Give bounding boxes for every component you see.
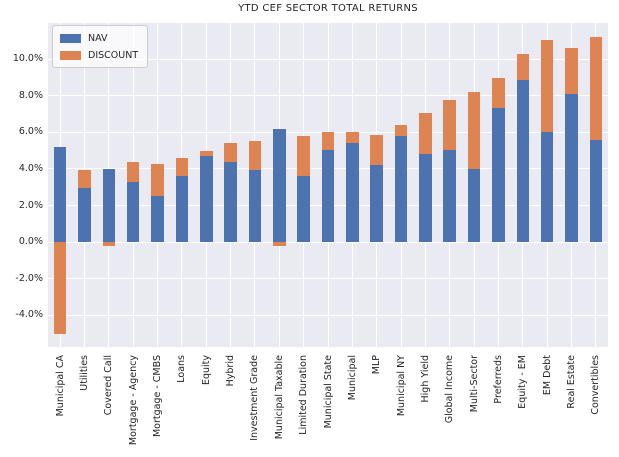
bar-segment-nav — [589, 139, 603, 243]
x-tick-label: Equity — [200, 355, 212, 386]
bar-segment-nav — [102, 168, 116, 243]
bar-segment-discount — [370, 135, 383, 166]
x-tick-label: Loans — [176, 355, 188, 383]
bar-segment-discount — [419, 113, 432, 155]
bar-segment-nav — [346, 143, 359, 243]
x-tick-label: Municipal State — [322, 355, 334, 429]
bar-segment-nav — [273, 128, 286, 243]
legend-item-nav: NAV — [60, 31, 138, 45]
bar-segment-discount — [126, 161, 140, 182]
bar-segment-nav — [126, 181, 140, 243]
bar-segment-discount — [540, 39, 554, 133]
bar-segment-discount — [53, 242, 67, 334]
bar-segment-discount — [224, 143, 237, 162]
bar-segment-discount — [346, 132, 359, 144]
discount-swatch-icon — [60, 50, 81, 60]
y-tick-label: 4.0% — [18, 162, 43, 174]
bar-segment-nav — [467, 168, 481, 243]
bar-segment-discount — [321, 132, 335, 150]
bar-segment-discount — [297, 135, 310, 177]
y-tick-label: -4.0% — [15, 309, 43, 321]
x-tick-label: Global Income — [444, 355, 456, 424]
bar-segment-nav — [540, 132, 554, 243]
bar-segment-nav — [297, 176, 310, 243]
bar-segment-discount — [394, 124, 408, 136]
bar-segment-nav — [516, 80, 530, 243]
bar-segment-discount — [516, 54, 530, 81]
bar-segment-discount — [589, 37, 603, 140]
bar-segment-nav — [394, 135, 408, 243]
bar-segment-nav — [200, 156, 213, 243]
bar-segment-discount — [151, 164, 164, 197]
bar-segment-nav — [175, 176, 189, 243]
bar-segment-discount — [273, 242, 286, 246]
x-tick-label: Mortgage - CMBS — [152, 355, 164, 438]
y-tick-label: 10.0% — [12, 53, 43, 64]
x-tick-label: Covered Call — [103, 355, 115, 416]
y-tick-label: 6.0% — [18, 126, 43, 138]
x-tick-label: Convertibles — [590, 355, 602, 415]
bar-segment-discount — [200, 150, 213, 157]
bar-segment-discount — [467, 91, 481, 169]
bar-segment-nav — [224, 161, 237, 243]
bar-segment-discount — [248, 141, 262, 170]
legend-item-discount: DISCOUNT — [60, 48, 138, 62]
x-tick-label: MLP — [371, 355, 383, 375]
bar-segment-discount — [175, 157, 189, 177]
bar-segment-nav — [78, 188, 91, 243]
x-tick-label: Municipal — [346, 355, 358, 401]
x-tick-label: EM Debt — [541, 355, 553, 396]
x-tick-label: Hybrid — [225, 355, 237, 387]
x-tick-label: Preferreds — [492, 355, 504, 404]
legend: NAV DISCOUNT — [52, 25, 149, 68]
y-tick-label: 2.0% — [18, 199, 43, 211]
x-tick-label: Municipal CA — [54, 355, 66, 417]
chart-title: YTD CEF SECTOR TOTAL RETURNS — [238, 3, 418, 14]
nav-swatch-icon — [60, 33, 81, 43]
x-tick-label: Municipal NY — [395, 355, 407, 417]
x-tick-label: Mortgage - Agency — [127, 355, 139, 446]
bar-segment-discount — [102, 242, 116, 246]
bar-segment-nav — [419, 154, 432, 243]
x-tick-label: Multi-Sector — [468, 355, 480, 413]
x-tick-label: Municipal Taxable — [273, 355, 285, 440]
y-tick-label: -2.0% — [15, 272, 43, 284]
x-tick-label: Real Estate — [565, 355, 577, 409]
bar-segment-nav — [248, 169, 262, 243]
legend-label-nav: NAV — [88, 32, 108, 44]
bar-segment-nav — [321, 149, 335, 243]
bar-segment-nav — [370, 165, 383, 243]
y-tick-label: 0.0% — [18, 236, 43, 248]
x-tick-label: Equity - EM — [517, 355, 529, 409]
bar-segment-discount — [565, 48, 578, 94]
x-tick-label: Limited Duration — [298, 355, 310, 435]
bar-segment-nav — [565, 93, 578, 243]
bar-segment-nav — [492, 107, 505, 243]
bar-segment-nav — [151, 196, 164, 243]
x-tick-label: Utilities — [79, 355, 91, 391]
bar-segment-discount — [78, 169, 91, 189]
bar-segment-nav — [443, 149, 456, 243]
x-tick-label: High Yield — [419, 355, 431, 403]
y-tick-label: 8.0% — [18, 89, 43, 101]
bar-segment-discount — [443, 100, 456, 150]
legend-label-discount: DISCOUNT — [88, 49, 139, 61]
bar-segment-discount — [492, 78, 505, 108]
x-tick-label: Investment Grade — [249, 355, 261, 441]
bar-segment-nav — [53, 146, 67, 243]
